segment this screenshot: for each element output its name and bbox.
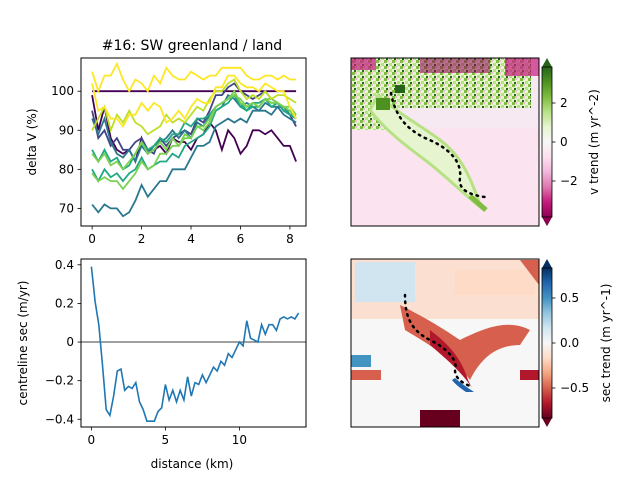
y-tick-label: 80	[59, 162, 74, 176]
colorbar-tick-label: 0.5	[560, 291, 579, 305]
velocity-series-line	[91, 89, 297, 191]
velocity-trend-colorbar-label: v trend (m yr^-2)	[587, 89, 601, 195]
y-tick-label: 0.4	[55, 258, 74, 272]
y-tick-label: 70	[59, 201, 74, 215]
velocity-series-line	[91, 93, 297, 164]
sec-trend-colorbar-label: sec trend (m yr^-1)	[599, 284, 613, 403]
x-tick-label: 4	[187, 232, 195, 246]
colorbar-tick-label: 2	[560, 96, 568, 110]
velocity-series-line	[91, 74, 297, 129]
x-tick-label: 0	[88, 232, 96, 246]
y-tick-label: 0	[66, 335, 74, 349]
colorbar-tick-label: 0	[560, 135, 568, 149]
velocity-series-line	[91, 78, 297, 136]
colorbar-tick-label: −2	[560, 174, 578, 188]
velocity-y-axis-label: delta V (%)	[25, 109, 39, 176]
x-tick-label: 2	[138, 232, 146, 246]
velocity-trend-colorbar: 2 0 −2 v trend (m yr^-2)	[541, 58, 601, 226]
x-tick-label: 6	[237, 232, 245, 246]
centreline-sec-chart: 0 5 10 −0.4 −0.2 0 0.2 0.4 distance (km) centre…	[16, 258, 307, 471]
velocity-series-line	[91, 105, 297, 218]
colorbar-tick-label: 0.0	[560, 336, 579, 350]
chart-title: #16: SW greenland / land	[102, 38, 282, 54]
sec-axes-frame	[80, 258, 307, 428]
x-tick-label: 0	[88, 433, 96, 447]
sec-trend-map	[350, 258, 540, 428]
y-tick-label: −0.2	[45, 374, 74, 388]
sec-x-axis-label: distance (km)	[151, 457, 234, 471]
y-tick-label: 100	[51, 84, 74, 98]
y-tick-label: 90	[59, 123, 74, 137]
x-tick-label: 10	[232, 433, 247, 447]
y-tick-label: −0.4	[45, 412, 74, 426]
sec-y-axis-label: centreline sec (m/yr)	[16, 281, 30, 406]
velocity-trend-map	[350, 57, 540, 227]
velocity-series-line	[91, 82, 297, 156]
sec-series-line	[90, 266, 300, 423]
velocity-axes-frame	[80, 57, 307, 227]
x-tick-label: 5	[162, 433, 170, 447]
sec-trend-colorbar: 0.5 0.0 −0.5 sec trend (m yr^-1)	[541, 259, 613, 427]
y-tick-label: 0.2	[55, 296, 74, 310]
velocity-series-line	[91, 61, 297, 94]
x-tick-label: 8	[286, 232, 294, 246]
velocity-series-line	[91, 94, 297, 164]
colorbar-tick-label: −0.5	[560, 381, 589, 395]
velocity-series-line	[91, 93, 297, 184]
velocity-profile-chart: 0 2 4 6 8 70 80 90 100 delta V (%)	[25, 57, 307, 246]
